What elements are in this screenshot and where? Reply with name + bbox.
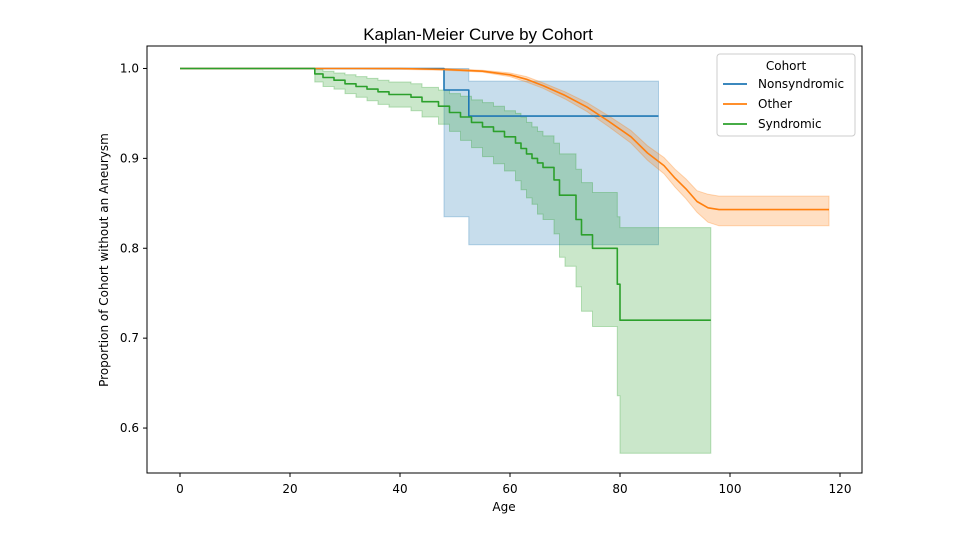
line-other <box>180 67 829 211</box>
x-tick-label: 80 <box>612 482 627 496</box>
x-tick-label: 120 <box>829 482 852 496</box>
x-axis-label: Age <box>492 500 515 514</box>
chart-title: Kaplan-Meier Curve by Cohort <box>363 25 593 44</box>
legend-label-nonsyndromic: Nonsyndromic <box>758 77 844 91</box>
legend-box <box>716 53 856 137</box>
legend-label-other: Other <box>758 97 792 111</box>
y-tick-label: 0.8 <box>120 241 139 255</box>
legend-label-syndromic: Syndromic <box>758 117 822 131</box>
x-tick-label: 60 <box>502 482 517 496</box>
y-tick-label: 0.7 <box>120 331 139 345</box>
y-tick-label: 0.6 <box>120 421 139 435</box>
ci-band-syndromic <box>180 68 712 454</box>
x-axis-ticks: 0 20 40 60 80 100 120 <box>176 473 851 496</box>
x-tick-label: 0 <box>176 482 184 496</box>
y-tick-label: 1.0 <box>120 61 139 75</box>
plot-frame <box>146 45 863 474</box>
legend: Cohort Nonsyndromic Other Syndromic <box>716 53 856 137</box>
x-tick-label: 40 <box>392 482 407 496</box>
y-tick-label: 0.9 <box>120 151 139 165</box>
y-axis-label: Proportion of Cohort without an Aneurysm <box>97 133 111 387</box>
line-syndromic <box>180 67 711 322</box>
plot-area <box>180 67 830 454</box>
ci-band-nonsyndromic <box>180 68 659 246</box>
x-tick-label: 20 <box>282 482 297 496</box>
legend-entries: Nonsyndromic Other Syndromic <box>723 77 844 131</box>
x-tick-label: 100 <box>719 482 742 496</box>
legend-title: Cohort <box>766 59 807 73</box>
y-axis-ticks: 0.6 0.7 0.8 0.9 1.0 <box>120 61 147 435</box>
